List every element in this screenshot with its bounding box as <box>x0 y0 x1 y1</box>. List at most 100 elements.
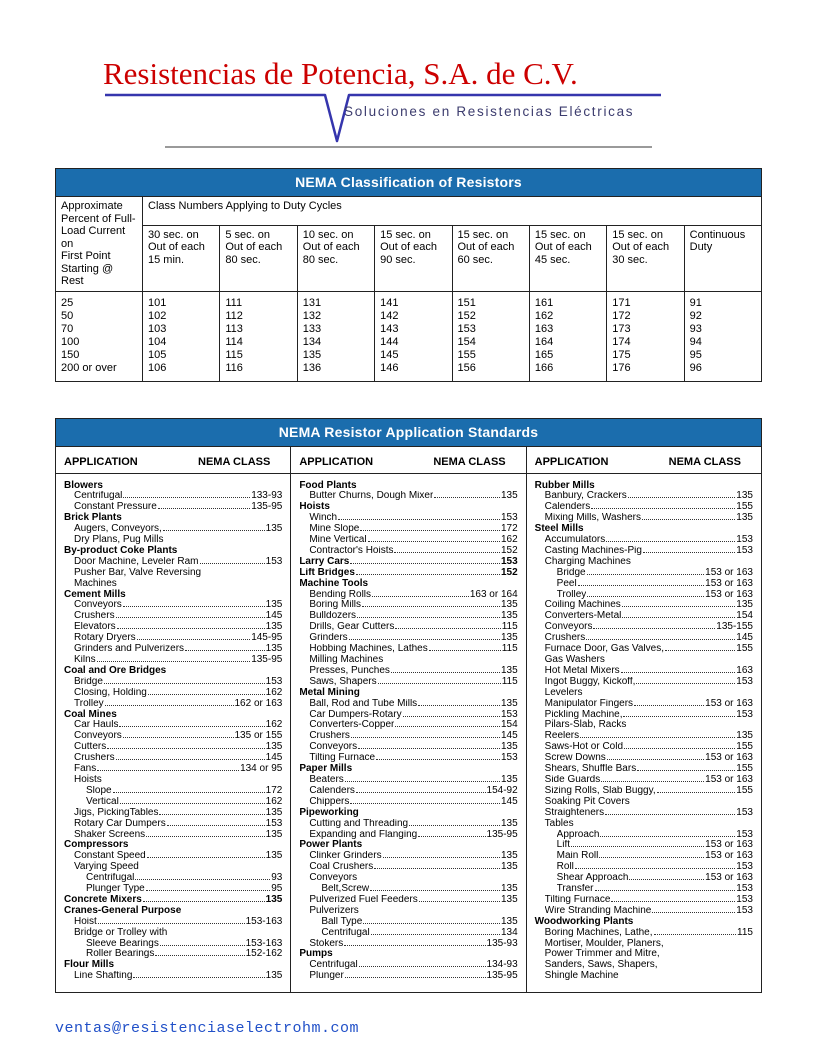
entry-label: Bridge <box>556 567 586 578</box>
application-entry: Crushers 145 <box>535 632 753 644</box>
percent-column-header: Approximate Percent of Full- Load Curren… <box>55 196 143 292</box>
entry-label: Rotary Car Dumpers <box>74 818 166 829</box>
nema-class-value: 135 <box>736 730 753 742</box>
nema-class-value: 135 or 155 <box>234 730 283 742</box>
entry-label: Casting Machines-Pig <box>544 545 642 556</box>
contact-email[interactable]: ventas@resistenciaselectrohm.com <box>55 1020 360 1038</box>
application-column: APPLICATION NEMA CLASS Food Plants Butter C… <box>291 446 527 993</box>
duty-cycle-header: 15 sec. on Out of each 60 sec. <box>451 224 530 292</box>
nema-class-value: 153-163 <box>245 937 283 949</box>
entry-label: Car Hauls <box>74 720 119 731</box>
application-entry: Transfer 153 <box>535 883 753 895</box>
nema-class-value: 153 or 163 <box>705 566 753 578</box>
dot-leader <box>372 595 469 597</box>
nema-class-value: 153 or 163 <box>705 839 753 851</box>
dot-leader <box>116 628 265 630</box>
application-entry: Saws, Shapers 115 <box>299 675 518 688</box>
application-entry: Varying Speed <box>74 861 139 873</box>
classification-row: 200 or over 106 116 136 146 156 166 176 96 <box>55 361 763 381</box>
application-entry: Bridge 153 <box>64 676 282 688</box>
nema-class-value: 155 <box>736 784 753 796</box>
application-category: Larry Cars 153 <box>299 556 517 568</box>
application-entry: Lift 153 or 163 <box>535 840 753 851</box>
application-entry: Saws-Hot or Cold 155 <box>535 741 753 753</box>
dot-leader <box>96 661 251 662</box>
application-entry: Elevators 135 <box>64 621 282 633</box>
nema-class-value: 153 <box>500 752 518 764</box>
dot-leader <box>145 890 271 892</box>
dot-leader <box>357 617 500 619</box>
application-entry: Belt,Screw 135 <box>299 883 517 895</box>
application-entry: Crushers 145 <box>64 610 282 622</box>
application-entry: Furnace Door, Gas Valves, 155 <box>535 643 753 655</box>
entry-label: Sleeve Bearings <box>86 938 159 949</box>
entry-label: Cutters <box>74 742 107 753</box>
application-category: Blowers <box>64 479 103 491</box>
entry-label: Saws, Shapers <box>309 676 377 687</box>
entry-label: Crushers <box>309 731 350 742</box>
application-category: Concrete Mixers 135 <box>64 894 282 906</box>
application-entry: Centrifugal 93 <box>64 872 282 884</box>
dot-leader <box>155 955 245 957</box>
application-entry: Pilars-Slab, Racks <box>544 719 627 731</box>
application-category: Flour Mills <box>64 959 114 971</box>
application-entry: Power Trimmer and Mitre, <box>544 948 660 960</box>
nema-class-value: 134 <box>500 926 518 938</box>
application-entry: Vertical 162 <box>64 796 282 808</box>
percent-value: 150 <box>55 348 143 362</box>
dot-leader <box>344 944 486 946</box>
nema-class-value: 135 <box>736 512 753 524</box>
dot-leader <box>363 922 500 924</box>
nema-class-value: 135 <box>265 599 283 611</box>
dot-leader <box>377 682 501 684</box>
nema-class-value: 135 <box>500 741 518 753</box>
class-number: 172 <box>606 309 685 323</box>
class-number: 132 <box>296 309 376 323</box>
dot-leader <box>624 748 736 750</box>
dot-leader <box>350 562 500 564</box>
nema-class-value: 115 <box>501 675 518 687</box>
nema-class-value: 153 <box>736 806 753 818</box>
class-number: 96 <box>683 361 763 381</box>
application-entry: Pickling Machine, 153 <box>535 709 753 721</box>
class-number: 135 <box>296 348 376 362</box>
entry-label: Screw Downs <box>544 753 606 764</box>
duty-cycles-group-header: Class Numbers Applying to Duty Cycles <box>142 196 762 226</box>
logo-underline-graphic <box>105 93 661 143</box>
application-entry: Centrifugal 134-93 <box>299 959 517 971</box>
dot-leader <box>103 682 265 684</box>
application-entry: Conveyors 135 <box>299 741 518 753</box>
dot-leader <box>119 802 265 804</box>
dot-leader <box>362 606 500 608</box>
application-entry: Rotary Car Dumpers 153 <box>64 818 282 830</box>
dot-leader <box>344 780 500 782</box>
application-entry: Banbury, Crackers 135 <box>535 491 753 502</box>
application-entry: Conveyors 135 or 155 <box>64 730 283 742</box>
nema-class-value: 153 <box>500 708 518 720</box>
entry-label: Coiling Machines <box>544 600 621 611</box>
application-entry: Line Shafting 135 <box>64 970 282 982</box>
entry-label: Hot Metal Mixers <box>544 665 620 676</box>
entry-label: Converters-Copper <box>309 720 395 731</box>
entry-label: Larry Cars <box>299 556 350 567</box>
application-entry: Constant Pressure 135-95 <box>64 501 282 513</box>
nema-class-value: 135 <box>500 664 518 676</box>
entry-label: Constant Speed <box>74 851 146 862</box>
class-number: 113 <box>219 322 298 336</box>
application-entry: Boring Mills 135 <box>299 600 517 611</box>
dot-leader <box>418 900 500 902</box>
entry-label: Boring Machines, Lathe, <box>544 927 653 938</box>
application-entry: Main Roll 153 or 163 <box>535 850 753 862</box>
nema-class-value: 135 <box>500 697 518 709</box>
entry-label: Accumulators <box>544 535 606 546</box>
class-number: 145 <box>374 348 453 362</box>
entry-label: Boring Mills <box>309 600 362 611</box>
application-entry: Butter Churns, Dough Mixer 135 <box>299 491 517 502</box>
nema-class-value: 145-95 <box>251 632 283 644</box>
application-entry: Calenders 154-92 <box>299 785 517 797</box>
entry-label: Vertical <box>86 796 119 807</box>
dot-leader <box>390 671 500 673</box>
application-column: APPLICATION NEMA CLASS Blowers Centrifugal 1… <box>56 446 292 993</box>
entry-label: Belt,Screw <box>321 884 370 895</box>
application-column: APPLICATION NEMA CLASS Rubber Mills Banbury… <box>526 447 761 993</box>
